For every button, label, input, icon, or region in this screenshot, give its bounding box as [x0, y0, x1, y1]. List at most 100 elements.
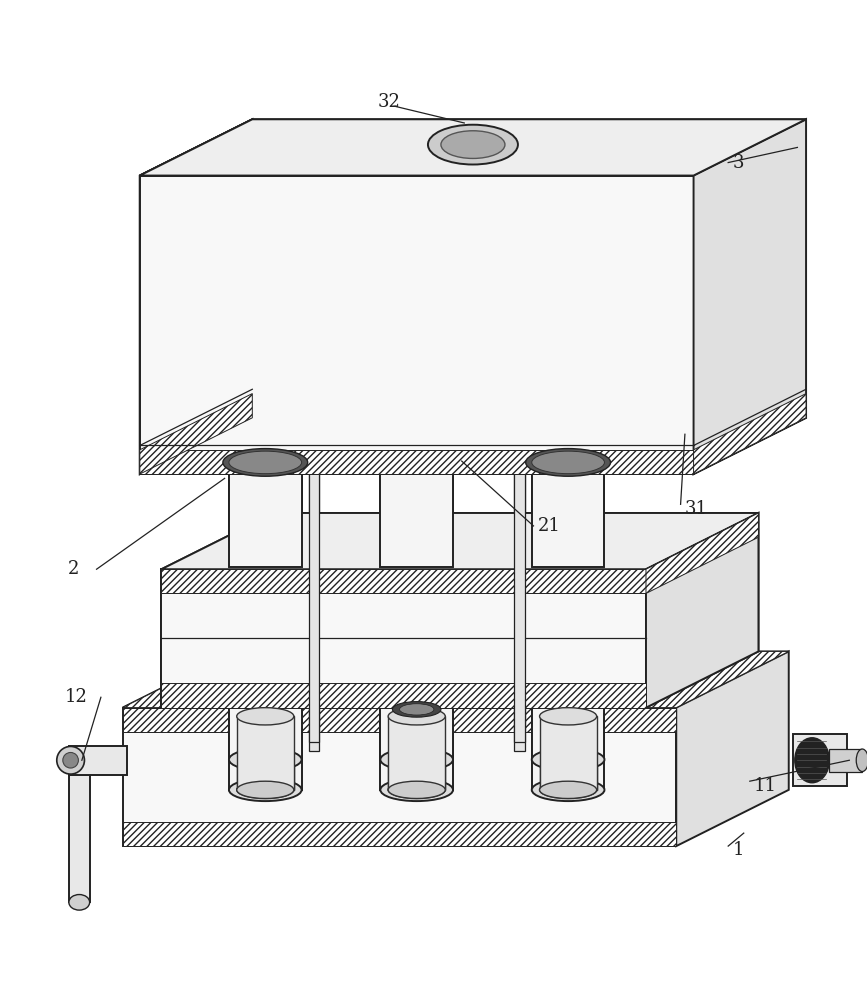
Polygon shape [161, 569, 646, 708]
Polygon shape [515, 426, 525, 751]
Ellipse shape [237, 708, 294, 725]
Ellipse shape [532, 424, 604, 446]
Polygon shape [229, 565, 301, 790]
Ellipse shape [237, 781, 294, 799]
Ellipse shape [237, 781, 294, 799]
Ellipse shape [540, 781, 596, 799]
Polygon shape [308, 431, 319, 742]
Ellipse shape [229, 554, 301, 576]
Ellipse shape [229, 451, 301, 474]
Ellipse shape [441, 131, 505, 158]
Ellipse shape [229, 779, 301, 801]
Ellipse shape [69, 895, 89, 910]
Polygon shape [122, 708, 676, 732]
Polygon shape [694, 119, 806, 474]
Ellipse shape [388, 781, 445, 799]
Ellipse shape [380, 554, 453, 576]
Polygon shape [532, 435, 604, 567]
Polygon shape [308, 426, 319, 751]
Text: 31: 31 [685, 500, 708, 518]
Polygon shape [380, 426, 453, 567]
Ellipse shape [428, 125, 518, 165]
Ellipse shape [540, 712, 596, 729]
Ellipse shape [532, 779, 604, 801]
Ellipse shape [441, 131, 505, 158]
Ellipse shape [388, 708, 445, 725]
Text: 3: 3 [733, 154, 744, 172]
Polygon shape [694, 119, 806, 474]
Text: 11: 11 [754, 777, 777, 795]
Ellipse shape [532, 554, 604, 576]
Polygon shape [380, 565, 453, 790]
Ellipse shape [223, 449, 307, 476]
Polygon shape [237, 721, 294, 790]
Polygon shape [646, 513, 759, 708]
Polygon shape [532, 435, 604, 760]
Ellipse shape [229, 424, 301, 446]
Polygon shape [69, 775, 89, 902]
Polygon shape [140, 119, 253, 474]
Ellipse shape [380, 779, 453, 801]
Polygon shape [793, 734, 846, 786]
Polygon shape [140, 119, 253, 474]
Polygon shape [515, 431, 525, 742]
Polygon shape [161, 569, 646, 593]
Polygon shape [140, 176, 694, 474]
Ellipse shape [380, 424, 453, 446]
Text: 2: 2 [68, 560, 79, 578]
Polygon shape [388, 721, 445, 790]
Polygon shape [694, 394, 806, 474]
Ellipse shape [222, 446, 308, 476]
Ellipse shape [428, 125, 518, 165]
Polygon shape [646, 513, 759, 593]
Polygon shape [229, 435, 301, 567]
Ellipse shape [380, 748, 453, 771]
Polygon shape [388, 716, 445, 790]
Ellipse shape [229, 748, 301, 771]
Ellipse shape [399, 704, 434, 715]
Polygon shape [122, 708, 676, 846]
Ellipse shape [229, 450, 301, 472]
Polygon shape [646, 513, 759, 708]
Polygon shape [140, 119, 806, 176]
Polygon shape [161, 569, 646, 708]
Polygon shape [237, 716, 294, 790]
Polygon shape [69, 746, 127, 775]
Polygon shape [694, 394, 806, 474]
Text: 21: 21 [538, 517, 561, 535]
Ellipse shape [526, 449, 610, 476]
Polygon shape [140, 450, 694, 474]
Polygon shape [380, 435, 453, 760]
Polygon shape [122, 822, 676, 846]
Text: 12: 12 [65, 688, 88, 706]
Ellipse shape [380, 415, 453, 438]
Ellipse shape [392, 702, 441, 717]
Ellipse shape [388, 781, 445, 799]
Ellipse shape [532, 450, 604, 472]
Polygon shape [646, 513, 759, 593]
Ellipse shape [856, 749, 868, 772]
Polygon shape [140, 119, 806, 176]
Text: 32: 32 [378, 93, 401, 111]
Polygon shape [122, 651, 789, 708]
Ellipse shape [399, 704, 434, 715]
Ellipse shape [525, 446, 611, 476]
Polygon shape [830, 749, 862, 772]
Ellipse shape [229, 424, 301, 446]
Polygon shape [540, 716, 596, 790]
Ellipse shape [532, 748, 604, 771]
Ellipse shape [388, 712, 445, 729]
Ellipse shape [532, 451, 604, 474]
Polygon shape [161, 683, 646, 708]
Ellipse shape [62, 752, 78, 768]
Ellipse shape [540, 781, 596, 799]
Polygon shape [122, 651, 789, 708]
Polygon shape [140, 176, 694, 474]
Text: 1: 1 [733, 841, 744, 859]
Polygon shape [229, 435, 301, 760]
Polygon shape [161, 569, 646, 593]
Polygon shape [161, 513, 759, 569]
Polygon shape [140, 450, 694, 474]
Polygon shape [161, 683, 646, 708]
Polygon shape [140, 394, 253, 474]
